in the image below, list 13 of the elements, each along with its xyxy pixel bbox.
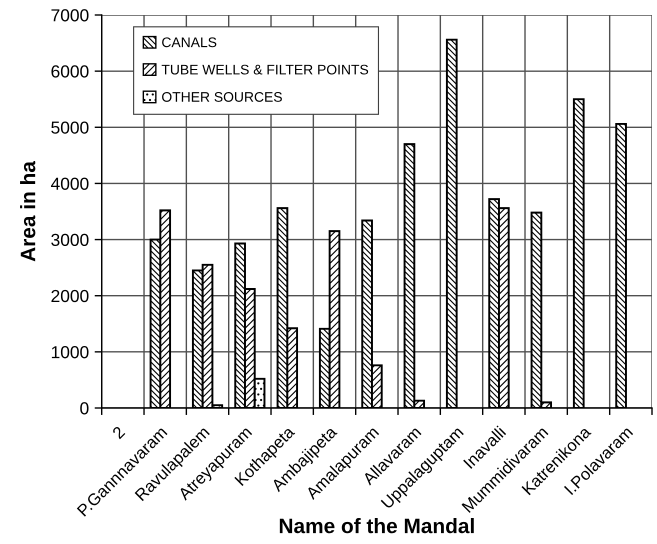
legend-label: CANALS (162, 37, 216, 48)
y-axis-title: Area in ha (20, 161, 36, 262)
y-tick-label: 6000 (51, 65, 89, 78)
y-tick-label: 3000 (51, 234, 89, 246)
y-tick-label: 4000 (50, 178, 89, 190)
legend-label: OTHER SOURCES (162, 92, 282, 102)
x-axis-title: Name of the Mandal (280, 518, 474, 534)
y-tick-label: 2000 (51, 290, 89, 302)
y-tick-label: 7000 (51, 9, 89, 22)
legend-label: TUBE WELLS & FILTER POINTS (162, 64, 368, 75)
y-tick-label: 0 (80, 402, 89, 414)
y-tick-label: 5000 (51, 121, 89, 134)
y-tick-label: 1000 (52, 346, 89, 358)
